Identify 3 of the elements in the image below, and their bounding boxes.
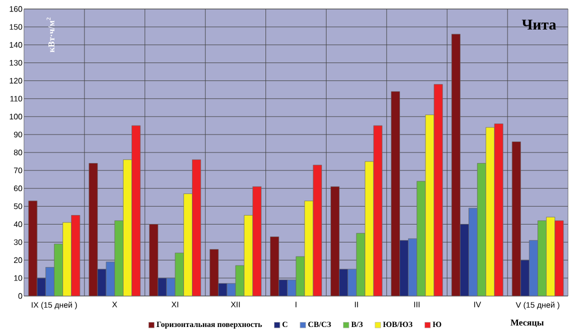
text: Чита — [522, 19, 556, 30]
y-axis-title: кВт·ч/м$^{2}$ — [46, 17, 54, 52]
x-axis-title: Месяцы — [510, 319, 544, 327]
